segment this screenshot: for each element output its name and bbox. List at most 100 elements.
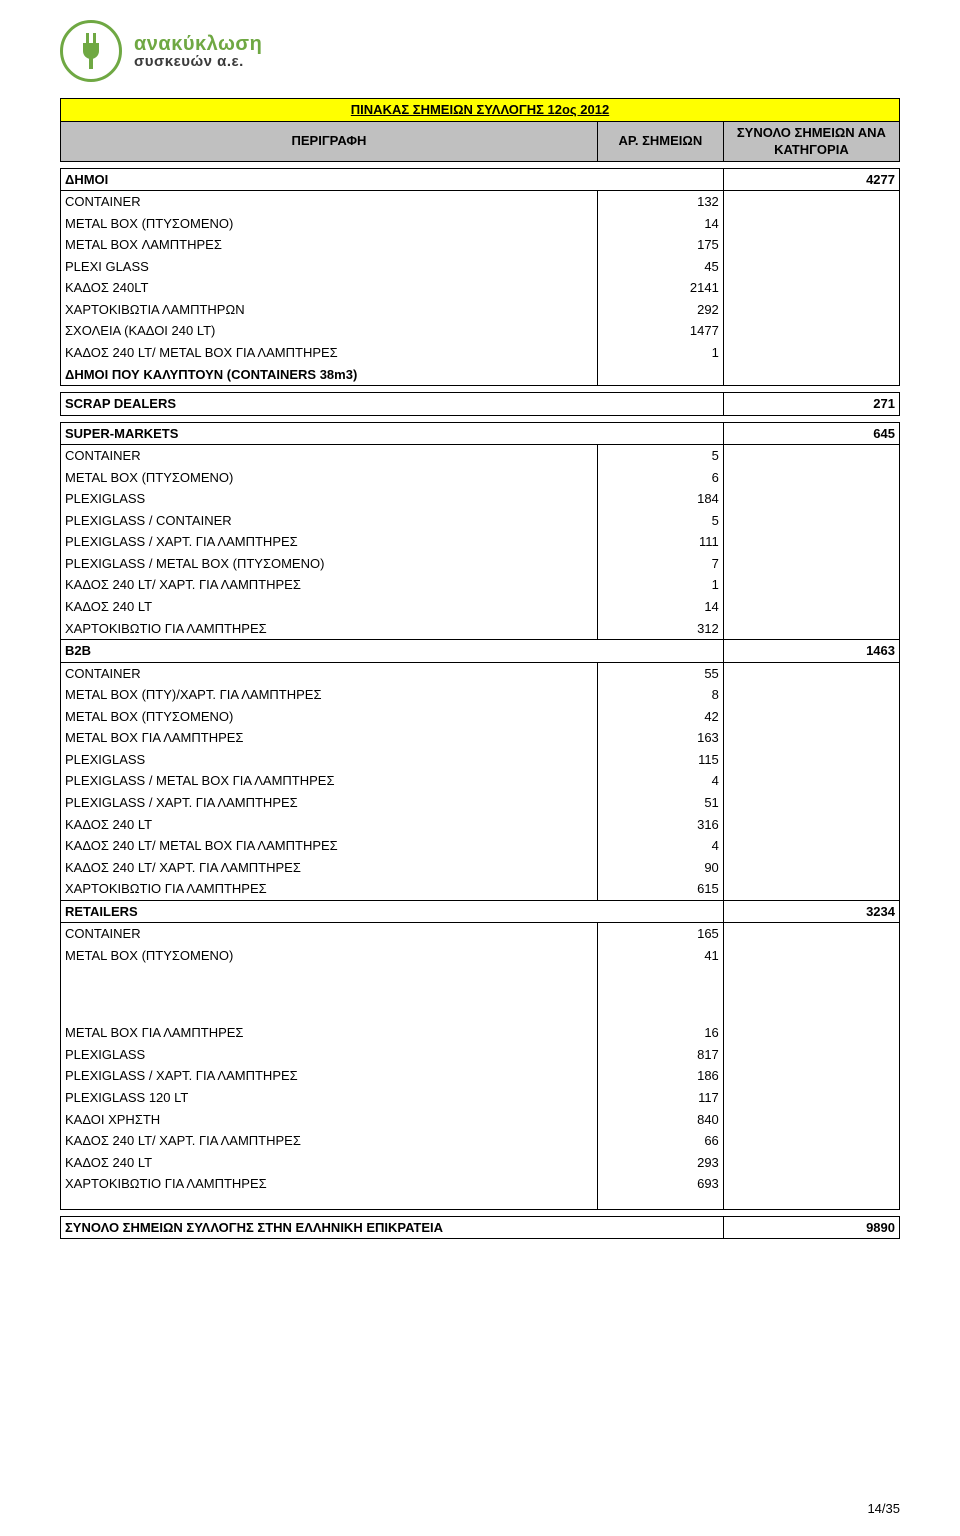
item-label: CONTAINER	[61, 191, 598, 213]
item-label: ΧΑΡΤΟΚΙΒΩΤΙΟ ΓΙΑ ΛΑΜΠΤΗΡΕΣ	[61, 618, 598, 640]
empty-cell	[723, 923, 899, 945]
table-row: METAL BOX (ΠΤΥΣΟΜΕΝΟ) 41	[61, 945, 900, 967]
item-value: 1477	[597, 320, 723, 342]
table-row: METAL BOX (ΠΤΥΣΟΜΕΝΟ) 6	[61, 467, 900, 489]
header-num: ΑΡ. ΣΗΜΕΙΩΝ	[597, 121, 723, 161]
empty-cell	[723, 706, 899, 728]
empty-cell	[723, 1022, 899, 1044]
table-row: METAL BOX ΓΙΑ ΛΑΜΠΤΗΡΕΣ 163	[61, 727, 900, 749]
category-name: SUPER-MARKETS	[61, 422, 724, 445]
item-label: METAL BOX (ΠΤΥΣΟΜΕΝΟ)	[61, 945, 598, 967]
empty-cell	[723, 277, 899, 299]
header-desc: ΠΕΡΙΓΡΑΦΗ	[61, 121, 598, 161]
table-row: METAL BOX (ΠΤΥ)/ΧΑΡΤ. ΓΙΑ ΛΑΜΠΤΗΡΕΣ 8	[61, 684, 900, 706]
empty-cell	[597, 364, 723, 386]
empty-cell	[723, 749, 899, 771]
table-row: ΚΑΔΟΣ 240 LT 293	[61, 1152, 900, 1174]
category-name: SCRAP DEALERS	[61, 393, 724, 416]
empty-cell	[723, 553, 899, 575]
empty-cell	[723, 770, 899, 792]
item-value: 316	[597, 814, 723, 836]
item-label: ΚΑΔΟΣ 240 LT/ ΧΑΡΤ. ΓΙΑ ΛΑΜΠΤΗΡΕΣ	[61, 857, 598, 879]
empty-cell	[723, 213, 899, 235]
empty-cell	[723, 684, 899, 706]
item-value: 111	[597, 531, 723, 553]
empty-cell	[723, 1044, 899, 1066]
item-label: CONTAINER	[61, 923, 598, 945]
table-row: PLEXIGLASS 120 LT 117	[61, 1087, 900, 1109]
item-label: ΧΑΡΤΟΚΙΒΩΤΙΟ ΓΙΑ ΛΑΜΠΤΗΡΕΣ	[61, 1173, 598, 1195]
logo-bottom-text: συσκευών α.ε.	[134, 54, 262, 69]
empty-cell	[723, 1109, 899, 1131]
item-value: 1	[597, 574, 723, 596]
category-total: 3234	[723, 900, 899, 923]
item-value: 42	[597, 706, 723, 728]
category-row: SCRAP DEALERS 271	[61, 393, 900, 416]
table-row: ΧΑΡΤΟΚΙΒΩΤΙΟ ΓΙΑ ΛΑΜΠΤΗΡΕΣ 615	[61, 878, 900, 900]
page: ανακύκλωση συσκευών α.ε. ΠΙΝΑΚΑΣ ΣΗΜΕΙΩΝ…	[0, 0, 960, 1536]
item-value: 4	[597, 770, 723, 792]
logo-circle-icon	[60, 20, 122, 82]
item-value: 175	[597, 234, 723, 256]
table-row: PLEXIGLASS / ΧΑΡΤ. ΓΙΑ ΛΑΜΠΤΗΡΕΣ 186	[61, 1065, 900, 1087]
item-value: 186	[597, 1065, 723, 1087]
empty-cell	[723, 488, 899, 510]
table-row: ΚΑΔΟΣ 240 LT 14	[61, 596, 900, 618]
item-value: 163	[597, 727, 723, 749]
item-label: PLEXIGLASS 120 LT	[61, 1087, 598, 1109]
table-row: METAL BOX ΓΙΑ ΛΑΜΠΤΗΡΕΣ 16	[61, 1022, 900, 1044]
table-row: METAL BOX ΛΑΜΠΤΗΡΕΣ 175	[61, 234, 900, 256]
table-row: PLEXIGLASS / CONTAINER 5	[61, 510, 900, 532]
table-row: CONTAINER 5	[61, 445, 900, 467]
item-label: ΚΑΔΟΣ 240 LT/ ΧΑΡΤ. ΓΙΑ ΛΑΜΠΤΗΡΕΣ	[61, 1130, 598, 1152]
item-label: METAL BOX (ΠΤΥΣΟΜΕΝΟ)	[61, 467, 598, 489]
page-number: 14/35	[867, 1501, 900, 1516]
category-row: RETAILERS 3234	[61, 900, 900, 923]
item-value: 14	[597, 213, 723, 235]
table-row: PLEXIGLASS / ΧΑΡΤ. ΓΙΑ ΛΑΜΠΤΗΡΕΣ 51	[61, 792, 900, 814]
empty-cell	[723, 574, 899, 596]
item-label: CONTAINER	[61, 662, 598, 684]
spacer	[61, 1209, 900, 1216]
table-row: ΧΑΡΤΟΚΙΒΩΤΙΟ ΓΙΑ ΛΑΜΠΤΗΡΕΣ 312	[61, 618, 900, 640]
data-table: ΠΙΝΑΚΑΣ ΣΗΜΕΙΩΝ ΣΥΛΛΟΓΗΣ 12ος 2012 ΠΕΡΙΓ…	[60, 98, 900, 1239]
empty-cell	[723, 299, 899, 321]
category-row: SUPER-MARKETS 645	[61, 422, 900, 445]
table-row: ΚΑΔΟΣ 240 LT/ ΧΑΡΤ. ΓΙΑ ΛΑΜΠΤΗΡΕΣ 66	[61, 1130, 900, 1152]
item-label: PLEXIGLASS / METAL BOX ΓΙΑ ΛΑΜΠΤΗΡΕΣ	[61, 770, 598, 792]
item-value: 4	[597, 835, 723, 857]
item-value: 5	[597, 510, 723, 532]
empty-cell	[723, 618, 899, 640]
empty-cell	[723, 1173, 899, 1195]
table-title: ΠΙΝΑΚΑΣ ΣΗΜΕΙΩΝ ΣΥΛΛΟΓΗΣ 12ος 2012	[61, 99, 900, 122]
item-label: ΚΑΔΟΙ ΧΡΗΣΤΗ	[61, 1109, 598, 1131]
empty-cell	[723, 364, 899, 386]
item-label: PLEXIGLASS / ΧΑΡΤ. ΓΙΑ ΛΑΜΠΤΗΡΕΣ	[61, 1065, 598, 1087]
empty-cell	[723, 342, 899, 364]
item-label: PLEXIGLASS / METAL BOX (ΠΤΥΣΟΜΕΝΟ)	[61, 553, 598, 575]
item-value: 66	[597, 1130, 723, 1152]
item-value: 292	[597, 299, 723, 321]
empty-cell	[723, 814, 899, 836]
table-row: PLEXIGLASS / ΧΑΡΤ. ΓΙΑ ΛΑΜΠΤΗΡΕΣ 111	[61, 531, 900, 553]
blank-row	[61, 994, 900, 1022]
table-row: CONTAINER 165	[61, 923, 900, 945]
empty-cell	[723, 191, 899, 213]
empty-cell	[723, 792, 899, 814]
table-row: ΚΑΔΟΣ 240 LT/ ΧΑΡΤ. ΓΙΑ ΛΑΜΠΤΗΡΕΣ 90	[61, 857, 900, 879]
item-label: ΚΑΔΟΣ 240 LT/ ΧΑΡΤ. ΓΙΑ ΛΑΜΠΤΗΡΕΣ	[61, 574, 598, 596]
empty-cell	[723, 835, 899, 857]
empty-cell	[723, 945, 899, 967]
item-value: 117	[597, 1087, 723, 1109]
table-row: PLEXIGLASS / METAL BOX (ΠΤΥΣΟΜΕΝΟ) 7	[61, 553, 900, 575]
plug-icon	[80, 33, 102, 69]
table-row: ΚΑΔΟΣ 240 LT/ METAL BOX ΓΙΑ ΛΑΜΠΤΗΡΕΣ 4	[61, 835, 900, 857]
item-value: 6	[597, 467, 723, 489]
logo-text: ανακύκλωση συσκευών α.ε.	[134, 34, 262, 69]
table-row: PLEXIGLASS / METAL BOX ΓΙΑ ΛΑΜΠΤΗΡΕΣ 4	[61, 770, 900, 792]
category-name: B2B	[61, 640, 724, 663]
table-row: ΔΗΜΟΙ ΠΟΥ ΚΑΛΥΠΤΟΥΝ (CONTAINERS 38m3)	[61, 364, 900, 386]
blank-row	[61, 966, 900, 994]
trailing-label: ΔΗΜΟΙ ΠΟΥ ΚΑΛΥΠΤΟΥΝ (CONTAINERS 38m3)	[61, 364, 598, 386]
empty-cell	[723, 878, 899, 900]
